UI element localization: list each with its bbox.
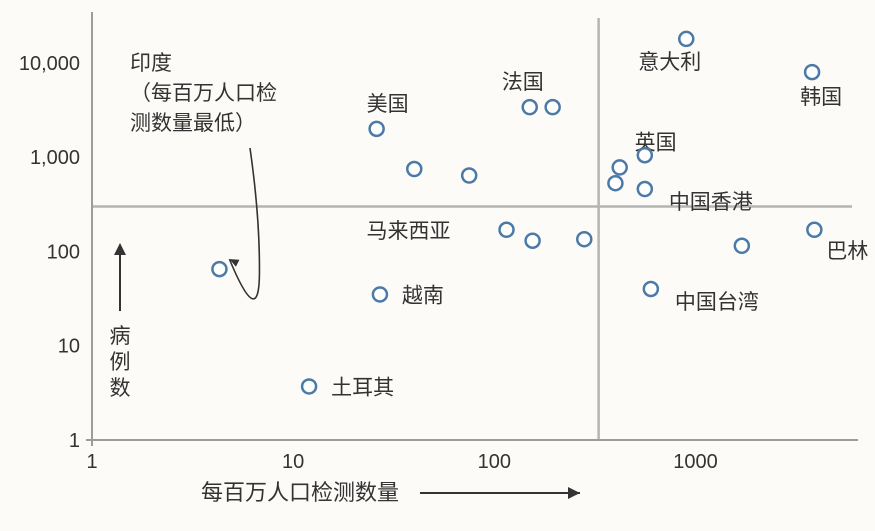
point-label: 法国 — [502, 71, 544, 94]
point-label: 美国 — [367, 93, 409, 116]
data-point — [608, 176, 622, 190]
arrow-head-icon — [114, 243, 126, 255]
point-label: 韩国 — [800, 86, 842, 109]
chart-svg: 1 10 100 1,000 10,000 1 10 100 1000 每百万人口检测数量 病例数 土… — [0, 0, 875, 531]
point-label: 中国香港 — [669, 191, 753, 214]
data-point — [638, 182, 652, 196]
point-label: 越南 — [402, 284, 444, 307]
y-tick-label: 10,000 — [19, 53, 80, 75]
data-point — [370, 122, 384, 136]
y-axis-title-char: 例 — [110, 351, 131, 374]
point-label: 意大利 — [638, 51, 701, 74]
scatter-chart: 1 10 100 1,000 10,000 1 10 100 1000 每百万人口检测数量 病例数 土… — [0, 0, 875, 531]
y-tick-label: 1,000 — [30, 147, 80, 169]
x-axis-title: 每百万人口检测数量 — [201, 480, 399, 505]
callout-line2: （每百万人口检 — [130, 82, 277, 105]
y-tick-label: 100 — [47, 241, 80, 263]
data-point — [805, 65, 819, 79]
y-axis-title-char: 病 — [110, 325, 131, 348]
callout-line3: 测数量最低） — [130, 112, 256, 135]
point-label: 巴林 — [826, 240, 868, 263]
data-point — [577, 232, 591, 246]
data-point — [638, 148, 652, 162]
y-axis-title-char: 数 — [110, 377, 131, 400]
x-tick-label: 100 — [478, 451, 511, 473]
data-point — [807, 223, 821, 237]
data-point — [500, 223, 514, 237]
data-point — [526, 234, 540, 248]
point-label: 马来西亚 — [367, 220, 451, 243]
data-point — [462, 168, 476, 182]
point-label: 中国台湾 — [675, 291, 759, 314]
x-tick-label: 1000 — [673, 451, 718, 473]
data-point — [302, 379, 316, 393]
data-point — [373, 287, 387, 301]
data-point — [407, 162, 421, 176]
point-label: 土耳其 — [331, 376, 394, 399]
data-point — [212, 262, 226, 276]
y-tick-label: 10 — [58, 336, 80, 358]
y-tick-label: 1 — [69, 430, 80, 452]
data-point — [735, 239, 749, 253]
callout-arrow — [229, 148, 259, 299]
x-tick-label: 10 — [282, 451, 304, 473]
data-point — [546, 100, 560, 114]
data-point — [679, 32, 693, 46]
x-tick-label: 1 — [86, 451, 97, 473]
callout-line1: 印度 — [130, 52, 172, 75]
data-point — [644, 282, 658, 296]
data-point — [613, 160, 627, 174]
data-point — [523, 100, 537, 114]
arrow-head-icon — [568, 487, 580, 499]
